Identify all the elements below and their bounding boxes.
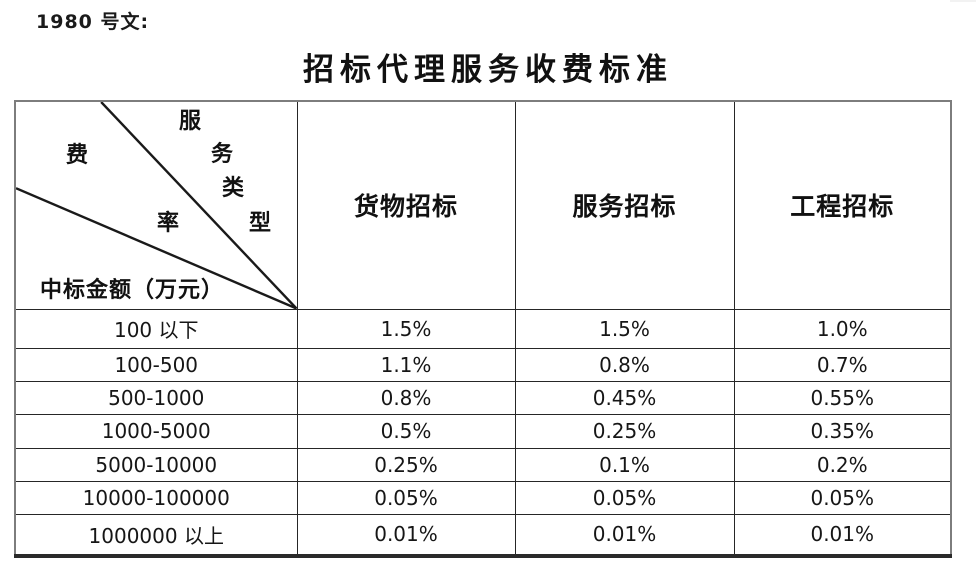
corner-label-service-type-char: 务 <box>211 141 234 166</box>
table-row: 500-1000 0.8% 0.45% 0.55% <box>14 381 952 416</box>
corner-label-rate-char: 率 <box>157 210 180 235</box>
fee-standard-table: 服 务 类 型 费 率 中标金额（万元） 货物招标 服务招标 工程招标 100 … <box>14 100 952 558</box>
fee-rate-cell: 0.35% <box>733 414 952 449</box>
amount-range-cell: 500-1000 <box>14 381 298 416</box>
page-title: 招标代理服务收费标准 <box>303 52 673 87</box>
fee-rate-cell: 0.05% <box>733 480 952 515</box>
fee-rate-cell: 0.01% <box>296 513 516 557</box>
fee-rate-cell: 0.25% <box>296 447 516 482</box>
amount-range-cell: 100-500 <box>14 348 298 383</box>
table-header-row: 服 务 类 型 费 率 中标金额（万元） 货物招标 服务招标 工程招标 <box>14 100 952 310</box>
fee-rate-cell: 1.5% <box>296 308 516 350</box>
fee-rate-cell: 0.8% <box>514 348 735 383</box>
table-row: 100-500 1.1% 0.8% 0.7% <box>14 348 952 383</box>
table-row: 1000000 以上 0.01% 0.01% 0.01% <box>14 513 952 557</box>
amount-range-cell: 10000-100000 <box>14 480 298 515</box>
fee-rate-cell: 1.5% <box>514 308 735 350</box>
table-row: 1000-5000 0.5% 0.25% 0.35% <box>14 414 952 449</box>
corner-label-service-type-char: 服 <box>179 108 202 133</box>
fee-rate-cell: 0.7% <box>733 348 952 383</box>
column-header-goods-bidding: 货物招标 <box>296 100 516 310</box>
diagonal-divider-lines <box>16 102 297 309</box>
column-header-service-bidding: 服务招标 <box>514 100 735 310</box>
column-header-engineering-bidding: 工程招标 <box>733 100 952 310</box>
corner-label-service-type-char: 类 <box>222 175 245 200</box>
doc-number: 1980 号文: <box>36 11 150 33</box>
fee-rate-cell: 0.5% <box>296 414 516 449</box>
table-row: 5000-10000 0.25% 0.1% 0.2% <box>14 447 952 482</box>
fee-rate-cell: 0.1% <box>514 447 735 482</box>
corner-header-cell: 服 务 类 型 费 率 中标金额（万元） <box>14 100 298 310</box>
fee-rate-cell: 0.05% <box>514 480 735 515</box>
corner-label-bid-amount: 中标金额（万元） <box>40 276 225 302</box>
amount-range-cell: 5000-10000 <box>14 447 298 482</box>
fee-rate-cell: 0.8% <box>296 381 516 416</box>
corner-label-service-type-char: 型 <box>249 210 272 235</box>
fee-rate-cell: 0.05% <box>296 480 516 515</box>
fee-rate-cell: 0.25% <box>514 414 735 449</box>
amount-range-cell: 1000-5000 <box>14 414 298 449</box>
amount-range-cell: 1000000 以上 <box>14 513 298 557</box>
fee-rate-cell: 1.1% <box>296 348 516 383</box>
corner-label-rate-char: 费 <box>66 142 89 167</box>
fee-rate-cell: 0.45% <box>514 381 735 416</box>
fee-rate-cell: 0.2% <box>733 447 952 482</box>
table-row: 100 以下 1.5% 1.5% 1.0% <box>14 308 952 350</box>
fee-rate-cell: 0.01% <box>733 513 952 557</box>
fee-rate-cell: 0.01% <box>514 513 735 557</box>
page-edge-artifact <box>950 0 976 2</box>
amount-range-cell: 100 以下 <box>14 308 298 350</box>
fee-rate-cell: 0.55% <box>733 381 952 416</box>
fee-rate-cell: 1.0% <box>733 308 952 350</box>
table-row: 10000-100000 0.05% 0.05% 0.05% <box>14 480 952 515</box>
